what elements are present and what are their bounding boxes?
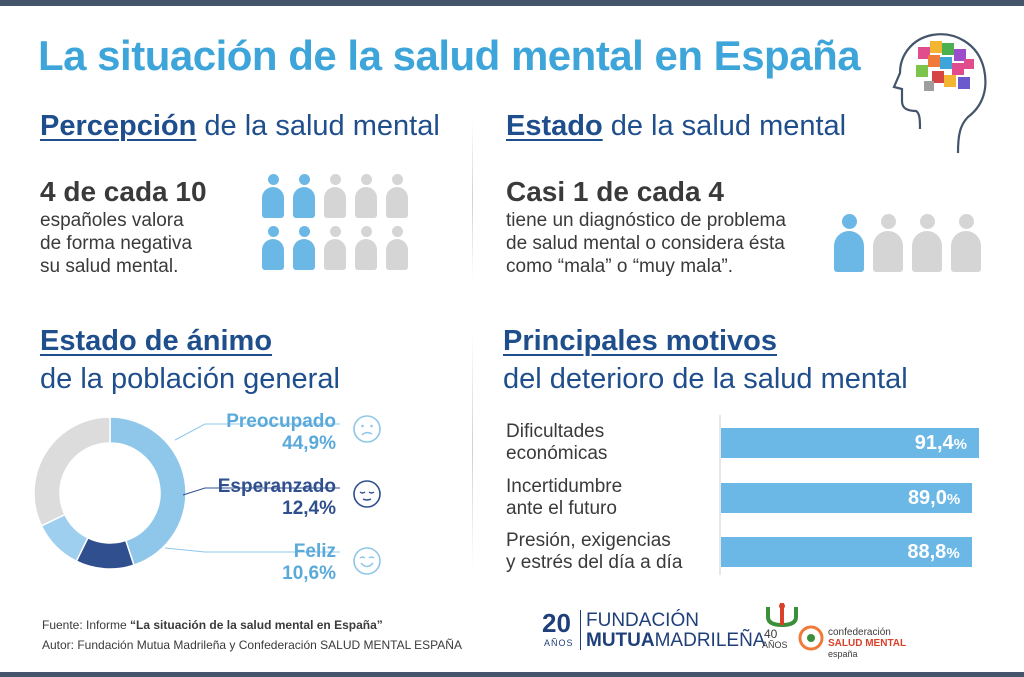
bottom-border [0, 672, 1024, 677]
desc-line: de salud mental o considera ésta [506, 233, 785, 254]
top-border [0, 0, 1024, 6]
mood-value: 12,4% [282, 498, 336, 519]
person-icon [912, 214, 942, 272]
conf-text-line3: españa [828, 649, 858, 659]
calm-face-icon [353, 480, 381, 508]
desc-line: de forma negativa [40, 233, 193, 254]
motivos-title: Principales motivos del deterioro de la … [503, 322, 908, 398]
bar-value: 91,4% [914, 432, 967, 454]
person-icon [324, 226, 346, 270]
person-icon [834, 214, 864, 272]
estado-title: Estado de la salud mental [506, 110, 846, 143]
leader-line [174, 423, 340, 441]
percepcion-desc: españoles valora de forma negativa su sa… [40, 209, 192, 278]
logo-text-line1: FUNDACIÓN [586, 610, 699, 631]
percepcion-title: Percepción de la salud mental [40, 110, 440, 143]
estado-title-bold: Estado [506, 110, 603, 142]
source-report-title: “La situación de la salud mental en Espa… [130, 618, 383, 632]
motivo-line: Incertidumbre [506, 476, 623, 497]
percepcion-stat: 4 de cada 10 [40, 176, 207, 207]
motivo-bar: 88,8% [721, 537, 972, 567]
logo-anniversary-num: 20 [542, 608, 571, 638]
motivo-line: Presión, exigencias [506, 530, 671, 551]
conf-text-line2: SALUD MENTAL [828, 638, 907, 649]
mood-name: Feliz [293, 541, 336, 562]
logo-separator [580, 610, 581, 650]
motivos-title-line1: Principales motivos [503, 325, 777, 357]
person-icon [355, 226, 377, 270]
mood-label-esperanzado: Esperanzado 12,4% [200, 476, 336, 520]
motivo-line: y estrés del día a día [506, 552, 683, 573]
bar-value: 89,0% [907, 487, 961, 509]
percepcion-pictogram [262, 174, 412, 274]
animo-title-line1: Estado de ánimo [40, 325, 273, 357]
mood-label-preocupado: Preocupado 44,9% [200, 411, 336, 455]
person-icon [293, 226, 315, 270]
page-title: La situación de la salud mental en Españ… [38, 32, 861, 79]
conf-anniversary-num: 40 [764, 627, 778, 641]
person-icon [951, 214, 981, 272]
person-icon [293, 174, 315, 218]
person-icon [262, 174, 284, 218]
logo-text-line2: MUTUAMADRILEÑA [586, 630, 766, 651]
motivo-label: Presión, exigencias y estrés del día a d… [506, 530, 682, 574]
bar-value: 88,8% [907, 541, 960, 563]
mood-label-feliz: Feliz 10,6% [200, 541, 336, 585]
leader-line [182, 487, 340, 496]
mood-value: 44,9% [282, 433, 336, 454]
animo-title-line2: de la población general [40, 363, 340, 395]
happy-face-icon [353, 547, 381, 575]
mood-value: 10,6% [282, 563, 336, 584]
motivo-label: Dificultades económicas [506, 421, 607, 465]
mood-name: Esperanzado [217, 476, 336, 497]
motivo-bar: 89,0% [721, 483, 973, 513]
motivo-bar: 91,4% [721, 428, 979, 458]
desc-line: como “mala” o “muy mala”. [506, 256, 733, 277]
mood-name: Preocupado [226, 411, 336, 432]
estado-title-rest: de la salud mental [602, 110, 847, 142]
motivo-line: ante el futuro [506, 498, 617, 519]
mood-donut-chart [33, 416, 340, 570]
logo-anniversary-label: AÑOS [544, 638, 574, 648]
desc-line: su salud mental. [40, 256, 179, 277]
estado-pictogram [834, 214, 984, 276]
person-icon [355, 174, 377, 218]
person-icon [324, 174, 346, 218]
worried-face-icon [353, 415, 381, 443]
donut-slice-preocupado [109, 416, 187, 567]
percepcion-title-rest: de la salud mental [196, 110, 440, 142]
conf-anniversary-label: AÑOS [762, 640, 788, 650]
animo-title: Estado de ánimo de la población general [40, 322, 340, 398]
person-icon [873, 214, 903, 272]
person-icon [386, 174, 408, 218]
person-icon [262, 226, 284, 270]
motivo-line: económicas [506, 443, 608, 464]
estado-stat: Casi 1 de cada 4 [506, 176, 724, 207]
estado-desc: tiene un diagnóstico de problema de salu… [506, 209, 786, 278]
confederacion-emblem-icon [766, 603, 798, 628]
author-line: Autor: Fundación Mutua Madrileña y Confe… [42, 638, 462, 652]
motivo-line: Dificultades [506, 421, 605, 442]
leader-line [164, 547, 340, 553]
section-divider-top [472, 120, 473, 280]
donut-slice-remainder [33, 416, 111, 527]
brain-head-icon [892, 33, 987, 154]
source-line: Fuente: Informe “La situación de la salu… [42, 618, 383, 632]
motivo-label: Incertidumbre ante el futuro [506, 476, 622, 520]
conf-text-line1: confederación [828, 627, 891, 638]
motivos-title-line2: del deterioro de la salud mental [503, 363, 908, 395]
bar-axis [719, 415, 721, 575]
confederacion-circle-icon [798, 625, 824, 651]
percepcion-title-bold: Percepción [40, 110, 197, 142]
desc-line: tiene un diagnóstico de problema [506, 210, 786, 231]
section-divider-bottom [472, 330, 473, 570]
person-icon [386, 226, 408, 270]
desc-line: españoles valora [40, 210, 184, 231]
